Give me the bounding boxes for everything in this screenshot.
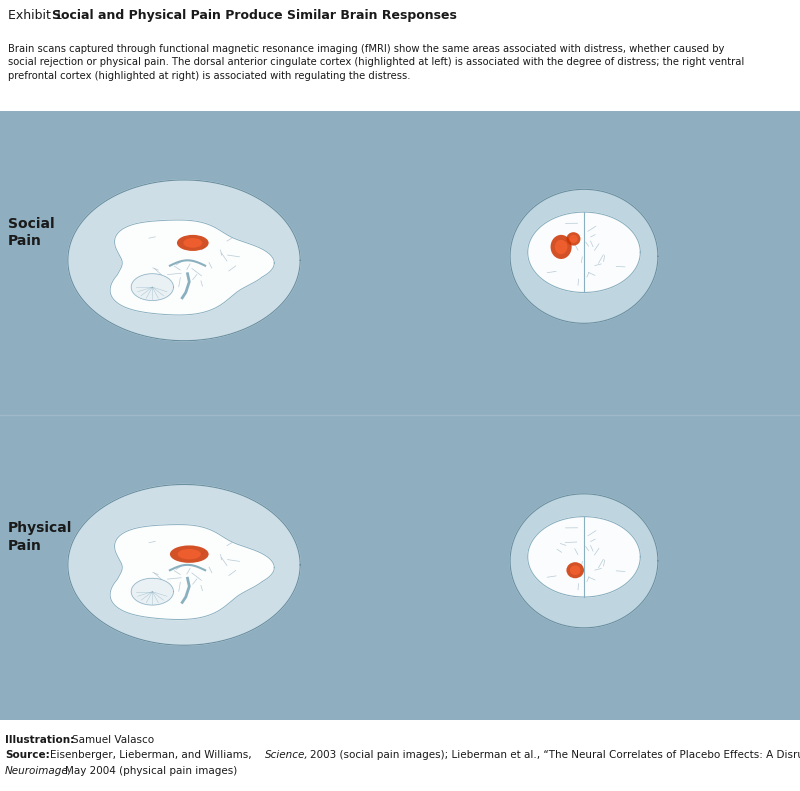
Text: Social
Pain: Social Pain [8,217,54,248]
Text: Social and Physical Pain Produce Similar Brain Responses: Social and Physical Pain Produce Similar… [52,9,457,22]
Text: Source:: Source: [5,751,50,760]
Ellipse shape [602,585,614,590]
Polygon shape [510,189,658,324]
Polygon shape [68,180,300,341]
Polygon shape [510,494,658,628]
Text: Science,: Science, [265,751,309,760]
Ellipse shape [602,281,614,286]
Text: Eisenberger, Lieberman, and Williams,: Eisenberger, Lieberman, and Williams, [50,751,255,760]
Text: Samuel Valasco: Samuel Valasco [72,735,154,744]
Ellipse shape [566,233,581,245]
Ellipse shape [570,235,578,243]
Polygon shape [131,578,174,605]
Text: Illustration:: Illustration: [5,735,74,744]
Text: May 2004 (physical pain images): May 2004 (physical pain images) [65,766,238,776]
Polygon shape [131,274,174,301]
Polygon shape [528,517,640,597]
Polygon shape [528,212,640,293]
Ellipse shape [554,240,567,254]
Polygon shape [110,220,274,315]
Ellipse shape [183,238,202,248]
Ellipse shape [170,546,209,563]
Polygon shape [68,484,300,645]
Text: Physical
Pain: Physical Pain [8,521,72,553]
Text: Exhibit 1:: Exhibit 1: [8,9,71,22]
Text: 2003 (social pain images); Lieberman et al., “The Neural Correlates of Placebo E: 2003 (social pain images); Lieberman et … [310,751,800,760]
Ellipse shape [177,235,209,251]
Text: Neuroimage,: Neuroimage, [5,766,72,776]
Ellipse shape [566,562,584,578]
Ellipse shape [550,235,572,259]
Ellipse shape [178,549,201,559]
Polygon shape [110,524,274,619]
Text: Brain scans captured through functional magnetic resonance imaging (fMRI) show t: Brain scans captured through functional … [8,44,744,81]
Ellipse shape [553,585,566,590]
Ellipse shape [553,281,566,286]
Ellipse shape [570,566,581,575]
